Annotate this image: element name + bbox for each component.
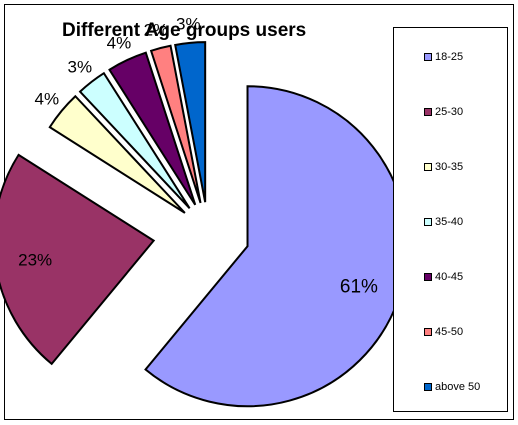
chart-title: Different Age groups users [62, 20, 307, 41]
legend-item-30-35: 30-35 [424, 160, 463, 174]
data-label-35-40: 3% [67, 58, 92, 77]
data-label-40-45: 4% [107, 34, 132, 53]
chart-legend: 18-25 25-30 30-35 35-40 40-45 45-50 above 50 [393, 27, 508, 412]
legend-label: 45-50 [435, 326, 464, 338]
data-label-25-30: 23% [18, 250, 52, 269]
data-label-30-35: 4% [35, 90, 60, 109]
legend-label: 18-25 [435, 51, 464, 63]
legend-swatch [424, 273, 432, 281]
legend-swatch [424, 383, 432, 391]
data-label-18-25: 61% [340, 276, 378, 297]
pie-slice-above-50 [174, 41, 207, 203]
legend-label: 25-30 [435, 106, 464, 118]
legend-label: above 50 [435, 381, 481, 393]
pie-slice-30-35 [48, 94, 186, 214]
legend-swatch [424, 218, 432, 226]
legend-swatch [424, 53, 432, 61]
legend-item-above-50: above 50 [424, 380, 480, 394]
legend-item-35-40: 35-40 [424, 215, 463, 229]
legend-label: 35-40 [435, 216, 464, 228]
pie-slice-45-50 [149, 44, 202, 204]
legend-label: 40-45 [435, 271, 464, 283]
legend-swatch [424, 328, 432, 336]
data-label-45-50: 2% [144, 20, 169, 39]
legend-swatch [424, 163, 432, 171]
legend-item-40-45: 40-45 [424, 270, 463, 284]
pie-slice-40-45 [108, 51, 197, 206]
pie-slice-25-30 [0, 153, 156, 366]
pie-slice-35-40 [78, 71, 191, 209]
legend-label: 30-35 [435, 161, 464, 173]
data-label-above-50: 3% [176, 15, 201, 34]
legend-item-25-30: 25-30 [424, 105, 463, 119]
legend-item-45-50: 45-50 [424, 325, 463, 339]
legend-item-18-25: 18-25 [424, 50, 463, 64]
legend-swatch [424, 108, 432, 116]
